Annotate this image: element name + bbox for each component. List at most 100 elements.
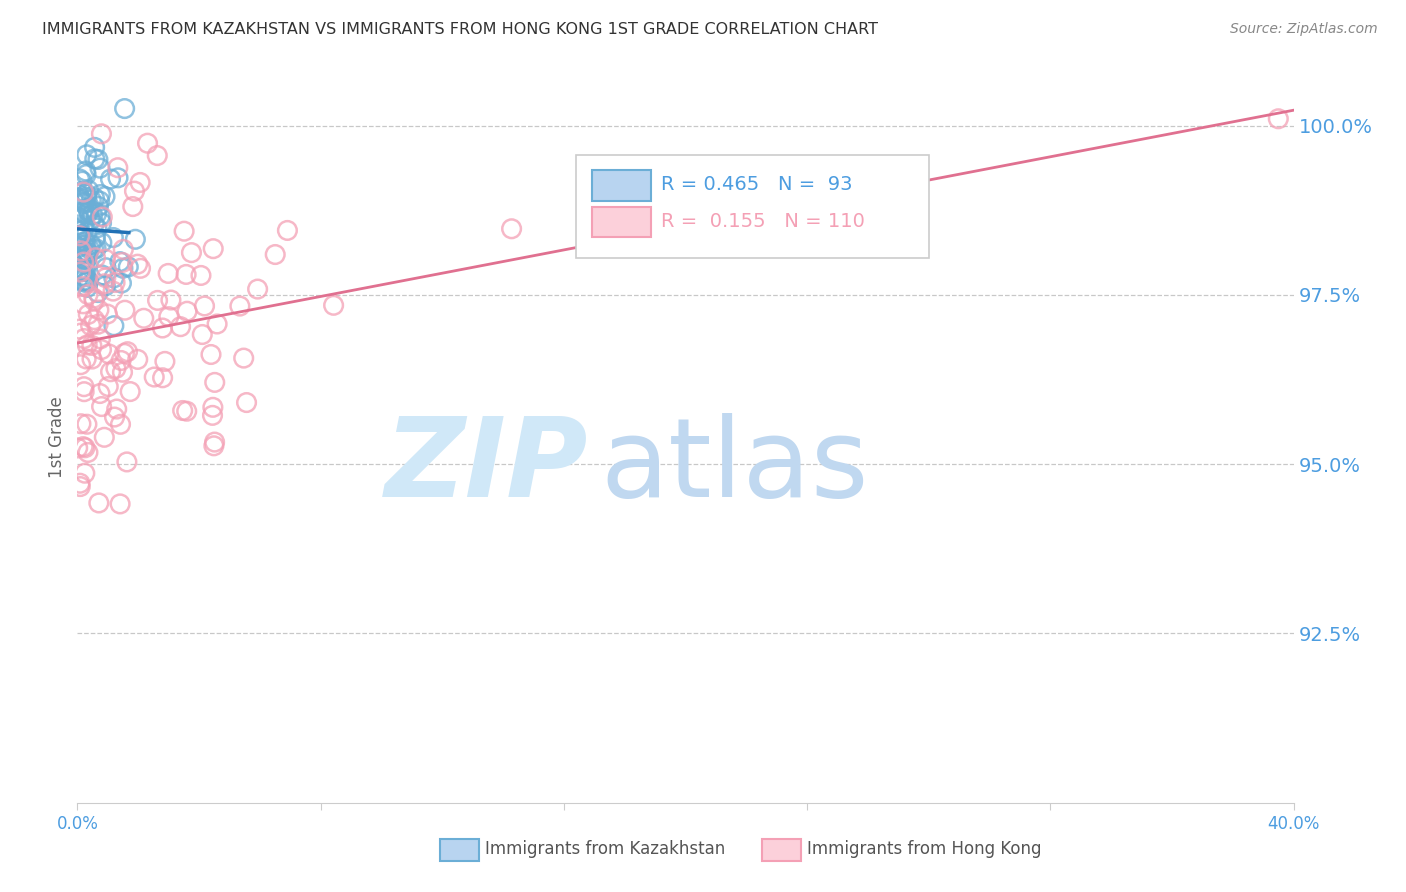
Point bbox=[69, 476, 91, 491]
Point bbox=[86, 207, 108, 221]
Point bbox=[94, 279, 117, 293]
Point bbox=[69, 358, 91, 372]
Point bbox=[90, 235, 112, 250]
Point bbox=[83, 312, 105, 326]
Point bbox=[67, 210, 90, 224]
Point bbox=[80, 237, 103, 252]
Point bbox=[89, 386, 111, 401]
Point bbox=[93, 277, 115, 291]
Point bbox=[157, 310, 180, 324]
Text: R = 0.465   N =  93: R = 0.465 N = 93 bbox=[661, 175, 852, 194]
FancyBboxPatch shape bbox=[762, 839, 801, 861]
FancyBboxPatch shape bbox=[576, 155, 929, 258]
Point bbox=[69, 228, 91, 243]
Point bbox=[191, 327, 214, 342]
Point bbox=[69, 322, 91, 336]
Point bbox=[76, 280, 98, 294]
Point bbox=[205, 317, 228, 331]
Text: atlas: atlas bbox=[600, 413, 869, 520]
Point bbox=[84, 242, 107, 256]
Point bbox=[72, 264, 94, 278]
Point bbox=[117, 344, 139, 359]
Point bbox=[73, 255, 96, 269]
Point bbox=[111, 255, 134, 269]
Point bbox=[110, 417, 132, 432]
Point bbox=[112, 346, 135, 360]
Point bbox=[108, 497, 131, 511]
Point bbox=[100, 365, 122, 379]
Point bbox=[129, 261, 152, 276]
Point bbox=[229, 299, 252, 313]
Point bbox=[86, 221, 108, 235]
Point bbox=[76, 245, 98, 260]
Point bbox=[193, 299, 215, 313]
Point bbox=[80, 352, 103, 367]
Point bbox=[89, 332, 111, 346]
Point bbox=[501, 221, 523, 235]
Point bbox=[160, 293, 183, 307]
Point bbox=[107, 161, 129, 175]
Point bbox=[77, 445, 100, 459]
Point bbox=[72, 205, 94, 219]
Point bbox=[76, 244, 98, 259]
Point bbox=[103, 271, 125, 285]
Point bbox=[89, 187, 111, 202]
Point bbox=[72, 297, 94, 311]
Point bbox=[72, 185, 94, 199]
Point bbox=[77, 201, 100, 215]
Point bbox=[87, 199, 110, 213]
Point bbox=[66, 441, 89, 455]
Point bbox=[69, 220, 91, 235]
Point bbox=[176, 304, 198, 318]
Point bbox=[93, 430, 115, 444]
Point bbox=[201, 409, 224, 423]
Point bbox=[84, 230, 107, 244]
Point bbox=[72, 274, 94, 288]
Point bbox=[204, 376, 226, 390]
Point bbox=[73, 252, 96, 267]
Point bbox=[114, 102, 136, 116]
Point bbox=[94, 270, 117, 285]
Point bbox=[77, 204, 100, 219]
Point bbox=[69, 262, 91, 277]
Point bbox=[90, 400, 112, 414]
Point bbox=[83, 291, 105, 305]
Point bbox=[75, 235, 97, 250]
Point bbox=[72, 268, 94, 283]
Point bbox=[103, 230, 125, 244]
Point bbox=[73, 384, 96, 399]
Point bbox=[79, 242, 101, 256]
Point bbox=[67, 224, 90, 238]
Point bbox=[127, 352, 149, 367]
Point bbox=[77, 307, 100, 321]
Point bbox=[169, 319, 191, 334]
Point bbox=[66, 218, 89, 232]
Point bbox=[121, 200, 143, 214]
Point bbox=[94, 260, 117, 275]
Point bbox=[202, 242, 225, 256]
Point bbox=[73, 441, 96, 455]
Point bbox=[114, 303, 136, 318]
Point bbox=[157, 267, 180, 281]
Point bbox=[124, 232, 146, 246]
Point bbox=[97, 379, 120, 393]
Point bbox=[90, 216, 112, 230]
Point bbox=[83, 293, 105, 308]
Point bbox=[232, 351, 254, 365]
Point bbox=[75, 264, 97, 278]
Point bbox=[66, 273, 89, 287]
Point bbox=[69, 479, 91, 493]
Point bbox=[79, 318, 101, 333]
Point bbox=[75, 269, 97, 284]
Point bbox=[83, 191, 105, 205]
Point bbox=[73, 196, 96, 211]
Point bbox=[75, 276, 97, 290]
Text: ZIP: ZIP bbox=[385, 413, 588, 520]
Point bbox=[84, 251, 107, 265]
Point bbox=[94, 189, 117, 203]
Point bbox=[89, 161, 111, 175]
Point bbox=[246, 282, 269, 296]
Point bbox=[136, 136, 159, 151]
Point bbox=[83, 140, 105, 154]
Point bbox=[75, 186, 97, 201]
